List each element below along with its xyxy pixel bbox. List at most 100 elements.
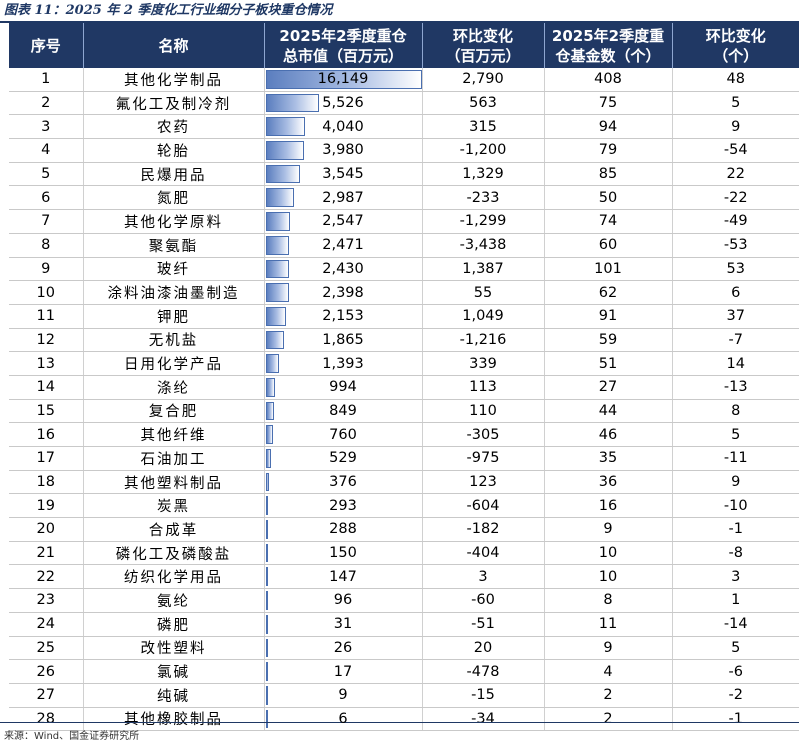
table-header: 序号 名称 2025年2季度重仓 总市值（百万元） 环比变化 （百万元） 202…: [9, 23, 799, 68]
cell-value-text: 760: [329, 426, 357, 443]
cell-name: 农药: [82, 114, 264, 140]
cell-index: 27: [9, 683, 83, 708]
cell-value: 4,040: [263, 114, 422, 140]
cell-value-change: -60: [421, 588, 544, 613]
cell-index: 23: [9, 588, 83, 613]
cell-name: 其他化学原料: [82, 209, 264, 234]
cell-name: 涂料油漆油墨制造: [82, 280, 264, 305]
cell-name: 玻纤: [82, 257, 264, 282]
value-bar: [265, 235, 290, 255]
cell-name: 石油加工: [82, 446, 264, 471]
cell-funds: 62: [543, 280, 672, 305]
cell-value-change: -34: [421, 707, 544, 732]
cell-funds-change: 53: [671, 257, 799, 282]
table-row: 17 石油加工 529 -975 35 -11: [9, 446, 799, 471]
table-row: 25 改性塑料 26 20 9 5: [9, 636, 799, 661]
cell-value-change: 55: [421, 280, 544, 305]
cell-funds-change: 14: [671, 351, 799, 376]
cell-name: 氨纶: [82, 588, 264, 613]
cell-funds-change: 8: [671, 399, 799, 424]
cell-value-change: 1,329: [421, 162, 544, 187]
header-value-line2: 总市值（百万元）: [282, 46, 403, 65]
source-rule: [0, 722, 799, 723]
table-row: 12 无机盐 1,865 -1,216 59 -7: [9, 328, 799, 353]
cell-value: 2,987: [263, 185, 422, 211]
table-row: 8 聚氨酯 2,471 -3,438 60 -53: [9, 233, 799, 258]
cell-value-change: -604: [421, 493, 544, 519]
cell-funds-change: -6: [671, 659, 799, 684]
table-row: 13 日用化学产品 1,393 339 51 14: [9, 351, 799, 376]
table-row: 28 其他橡胶制品 6 -34 2 -1: [9, 707, 799, 732]
cell-value-text: 2,471: [322, 237, 364, 254]
cell-index: 13: [9, 351, 83, 376]
figure-caption: 图表 11：2025 年 2 季度化工行业细分子板块重仓情况: [4, 3, 333, 18]
cell-name: 纯碱: [82, 683, 264, 708]
value-bar: [265, 70, 422, 89]
cell-value-change: -1,299: [421, 209, 544, 234]
cell-funds-change: -7: [671, 328, 799, 353]
cell-name: 钾肥: [82, 304, 264, 329]
cell-funds-change: 5: [671, 422, 799, 447]
table-row: 5 民爆用品 3,545 1,329 85 22: [9, 162, 799, 187]
table-row: 10 涂料油漆油墨制造 2,398 55 62 6: [9, 280, 799, 305]
cell-value-text: 2,430: [322, 260, 364, 277]
cell-name: 复合肥: [82, 399, 264, 424]
cell-value-text: 849: [329, 402, 357, 419]
header-value: 2025年2季度重仓 总市值（百万元）: [263, 23, 422, 68]
cell-name: 纺织化学用品: [82, 564, 264, 590]
table-row: 18 其他塑料制品 376 123 36 9: [9, 470, 799, 495]
cell-value: 2,398: [263, 280, 422, 305]
cell-value-text: 376: [329, 474, 357, 491]
table-row: 11 钾肥 2,153 1,049 91 37: [9, 304, 799, 329]
cell-value: 17: [263, 659, 422, 684]
cell-funds: 8: [543, 588, 672, 613]
value-bar: [265, 164, 300, 184]
cell-name: 炭黑: [82, 493, 264, 519]
cell-funds: 44: [543, 399, 672, 424]
cell-funds: 27: [543, 375, 672, 400]
cell-funds-change: 37: [671, 304, 799, 329]
value-bar: [265, 306, 287, 326]
cell-funds: 75: [543, 91, 672, 116]
header-value-change-line1: 环比变化: [452, 26, 513, 45]
cell-funds: 4: [543, 659, 672, 684]
cell-value-change: -1,200: [421, 138, 544, 163]
cell-index: 8: [9, 233, 83, 258]
cell-name: 其他纤维: [82, 422, 264, 447]
cell-funds-change: 6: [671, 280, 799, 305]
cell-funds: 36: [543, 470, 672, 495]
cell-index: 15: [9, 399, 83, 424]
cell-funds-change: 5: [671, 91, 799, 116]
cell-funds-change: -14: [671, 612, 799, 637]
cell-value-text: 2,987: [322, 189, 364, 206]
value-bar: [265, 685, 268, 705]
value-bar: [265, 567, 268, 587]
cell-index: 10: [9, 280, 83, 305]
cell-value: 26: [263, 636, 422, 661]
table-row: 26 氯碱 17 -478 4 -6: [9, 659, 799, 684]
cell-index: 21: [9, 541, 83, 566]
cell-index: 26: [9, 659, 83, 684]
header-value-change-line2: （百万元）: [445, 46, 521, 65]
cell-funds: 101: [543, 257, 672, 282]
cell-index: 16: [9, 422, 83, 447]
cell-funds: 46: [543, 422, 672, 447]
cell-funds-change: -2: [671, 683, 799, 708]
header-funds: 2025年2季度重 仓基金数（个）: [543, 23, 672, 68]
cell-index: 24: [9, 612, 83, 637]
header-value-change: 环比变化 （百万元）: [421, 23, 544, 68]
cell-funds-change: 3: [671, 564, 799, 590]
cell-funds-change: 48: [671, 68, 799, 92]
cell-name: 无机盐: [82, 328, 264, 353]
source-note: 来源：Wind、国金证券研究所: [4, 731, 140, 742]
cell-value-text: 529: [329, 450, 357, 467]
table-row: 20 合成革 288 -182 9 -1: [9, 517, 799, 542]
cell-value-change: 315: [421, 114, 544, 140]
header-funds-change: 环比变化 （个）: [671, 23, 799, 68]
cell-index: 2: [9, 91, 83, 116]
cell-name: 涤纶: [82, 375, 264, 400]
cell-value-text: 147: [329, 568, 357, 585]
cell-index: 17: [9, 446, 83, 471]
cell-value: 529: [263, 446, 422, 471]
cell-value-change: 113: [421, 375, 544, 400]
